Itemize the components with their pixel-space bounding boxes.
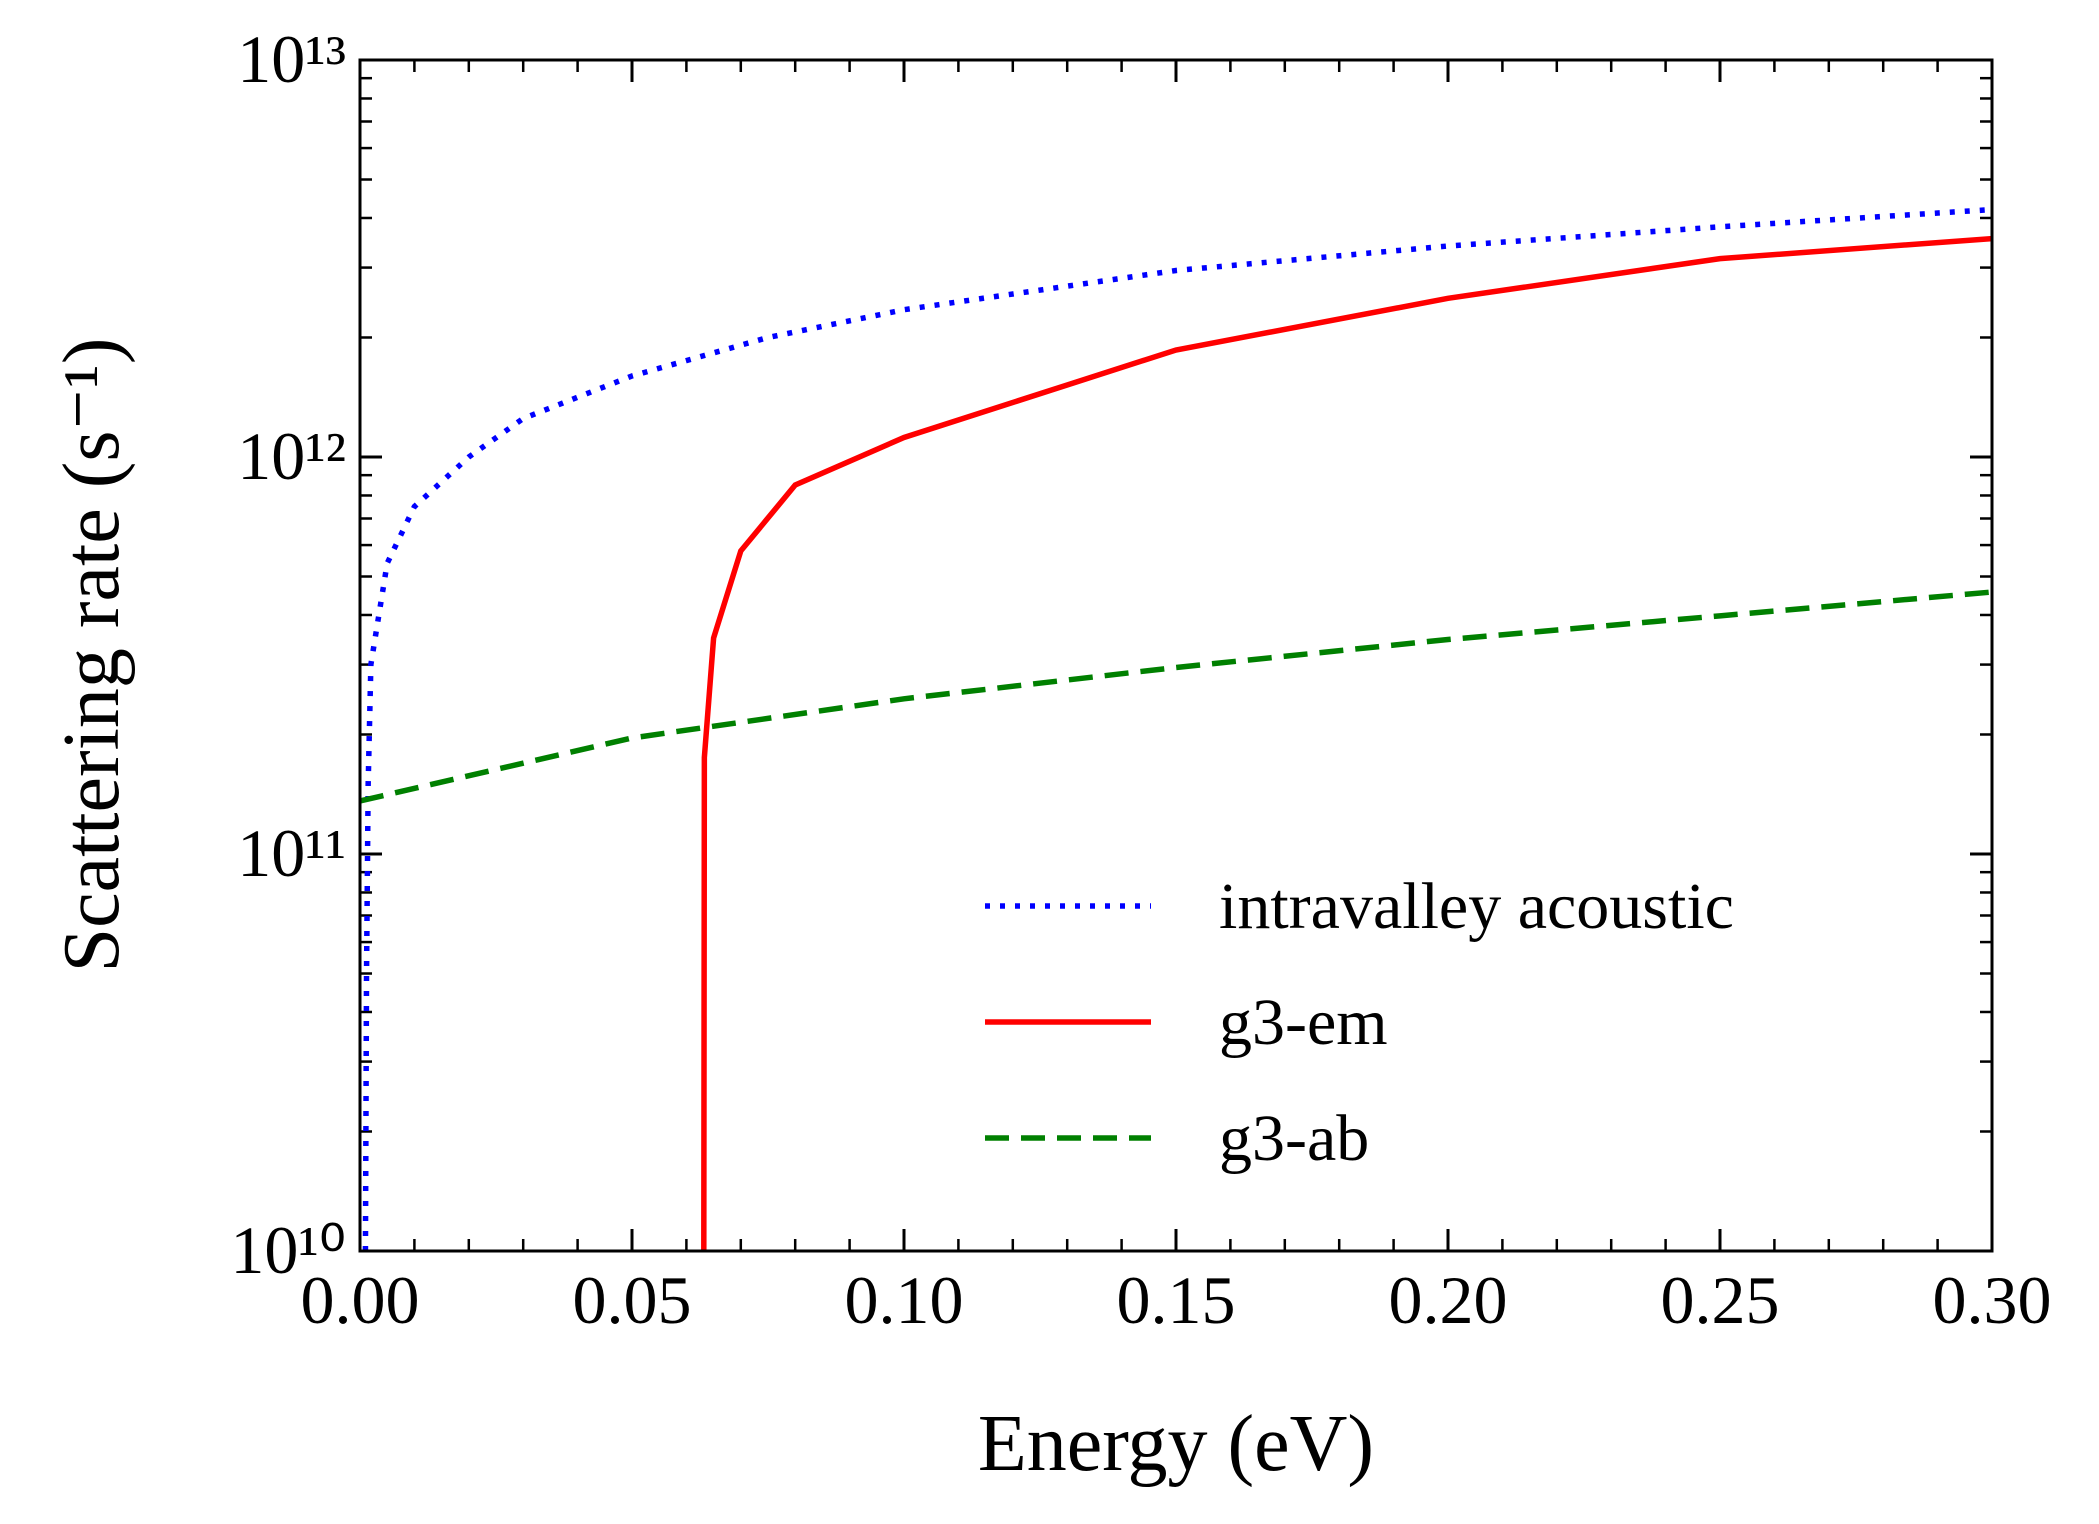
plot-frame [358, 58, 1994, 1253]
series-line [701, 235, 1992, 1251]
x-tick-label: 0.15 [1117, 1262, 1236, 1338]
x-tick-label: 0.25 [1661, 1262, 1780, 1338]
legend-label: g3-em [1219, 986, 1388, 1059]
y-tick-label: 10¹³ [237, 21, 346, 97]
series-line [362, 206, 1992, 1251]
x-tick-label: 0.00 [301, 1262, 420, 1338]
x-tick-label: 0.05 [573, 1262, 692, 1338]
y-axis-label: Scattering rate (s⁻¹) [48, 338, 136, 973]
series-line [360, 589, 1992, 804]
x-tick-label: 0.20 [1389, 1262, 1508, 1338]
x-tick-label: 0.10 [845, 1262, 964, 1338]
y-tick-label: 10¹¹ [237, 815, 346, 891]
legend-label: intravalley acoustic [1219, 870, 1734, 943]
legend-label: g3-ab [1219, 1102, 1369, 1175]
y-tick-label: 10¹⁰ [230, 1212, 346, 1288]
x-tick-label: 0.30 [1933, 1262, 2052, 1338]
x-axis-label: Energy (eV) [978, 1400, 1374, 1488]
y-tick-label: 10¹² [237, 418, 346, 494]
